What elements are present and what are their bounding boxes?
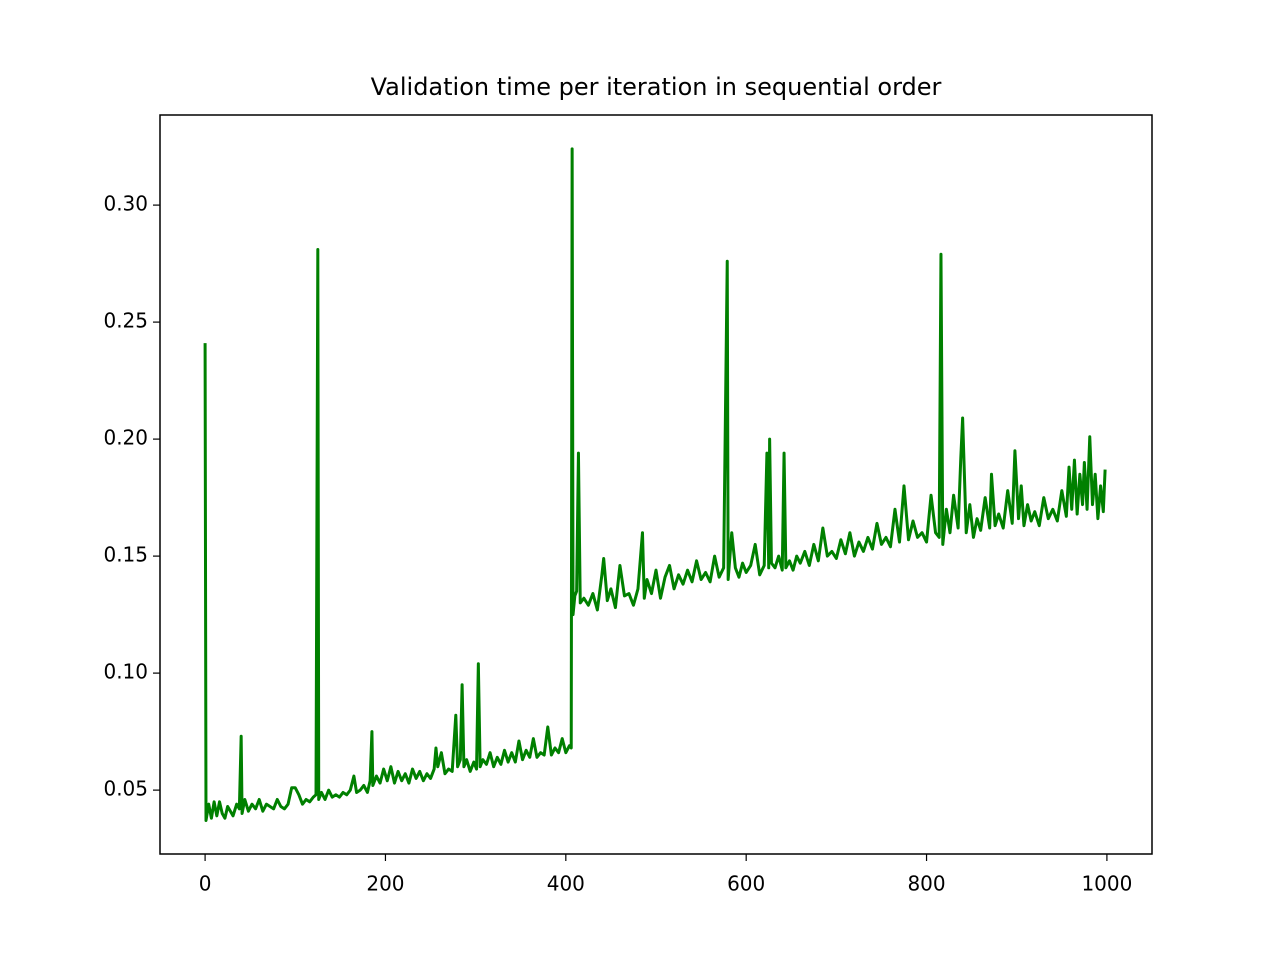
y-tick-label: 0.10 — [103, 660, 148, 684]
x-tick-label: 800 — [907, 872, 945, 896]
y-tick-label: 0.25 — [103, 309, 148, 333]
y-tick-label: 0.20 — [103, 426, 148, 450]
x-tick-label: 0 — [199, 872, 212, 896]
x-tick-label: 400 — [547, 872, 585, 896]
y-tick-label: 0.30 — [103, 192, 148, 216]
x-tick-label: 1000 — [1081, 872, 1132, 896]
y-tick-label: 0.05 — [103, 777, 148, 801]
x-tick-label: 200 — [366, 872, 404, 896]
plot-frame — [159, 114, 1153, 855]
data-line — [203, 147, 1107, 823]
chart-title: Validation time per iteration in sequent… — [371, 73, 942, 101]
y-tick-label: 0.15 — [103, 543, 148, 567]
x-tick-label: 600 — [727, 872, 765, 896]
